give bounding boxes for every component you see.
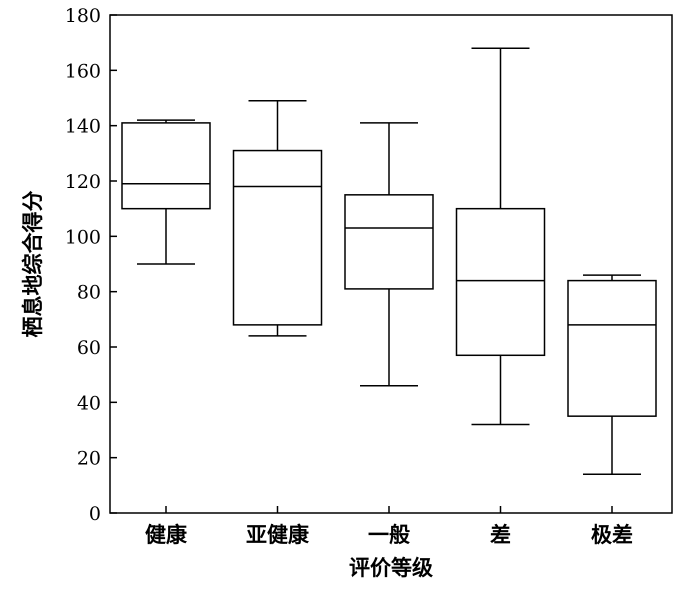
box-group — [455, 47, 546, 426]
box-group — [232, 100, 323, 337]
x-tick-label: 亚健康 — [246, 522, 310, 547]
x-axis: 健康 亚健康 一般 差 极差 — [145, 506, 633, 547]
iqr-box — [455, 207, 546, 357]
y-tick-label: 60 — [77, 337, 101, 359]
box-group — [567, 274, 657, 476]
y-tick-label: 160 — [65, 60, 101, 82]
y-tick-label: 40 — [77, 392, 101, 414]
y-axis: 0 20 40 60 80 100 120 140 160 180 — [65, 5, 117, 525]
boxes-layer — [121, 47, 657, 476]
x-tick-label: 差 — [490, 522, 511, 547]
iqr-box — [121, 122, 211, 210]
iqr-box — [232, 149, 323, 326]
x-axis-title: 评价等级 — [349, 555, 433, 580]
plot-frame — [109, 14, 673, 514]
x-tick-label: 健康 — [145, 522, 188, 547]
box-group — [121, 119, 211, 265]
x-tick-label: 极差 — [591, 522, 633, 547]
y-tick-label: 0 — [89, 503, 101, 525]
iqr-box — [344, 194, 434, 290]
y-tick-label: 20 — [77, 448, 101, 470]
box-group — [344, 122, 434, 387]
y-tick-label: 140 — [65, 116, 101, 138]
y-tick-label: 100 — [65, 226, 101, 248]
iqr-box — [567, 279, 657, 417]
y-axis-title: 栖息地综合得分 — [20, 191, 45, 338]
x-tick-label: 一般 — [368, 522, 410, 547]
y-tick-label: 180 — [65, 5, 101, 27]
y-tick-label: 80 — [77, 282, 101, 304]
y-tick-label: 120 — [65, 171, 101, 193]
